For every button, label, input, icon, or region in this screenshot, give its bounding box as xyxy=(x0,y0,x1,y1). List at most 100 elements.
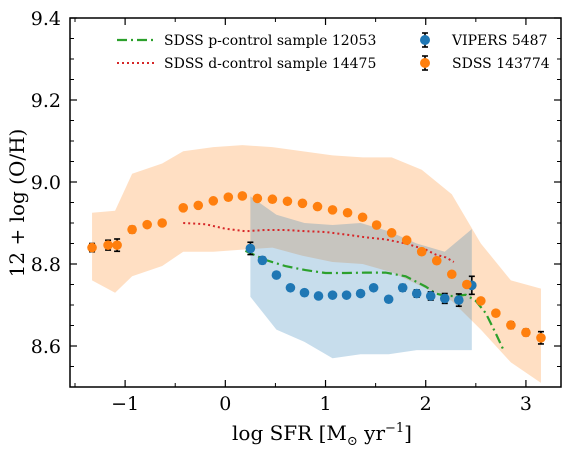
sdss-point xyxy=(491,308,501,319)
vipers-point xyxy=(257,255,268,266)
sdss-point xyxy=(157,218,167,228)
vipers-scatter-band xyxy=(250,196,472,359)
axis-ticks xyxy=(70,17,561,388)
sdss-point xyxy=(342,207,353,218)
sdss-scatter-band xyxy=(92,145,541,383)
marker xyxy=(357,212,368,223)
sdss-point xyxy=(327,205,338,215)
marker xyxy=(178,203,189,213)
marker xyxy=(267,194,278,205)
x-tick-label: −1 xyxy=(111,393,139,415)
sdss-point xyxy=(127,224,137,235)
legend: SDSS p-control sample 12053 SDSS d-contr… xyxy=(117,32,550,72)
marker xyxy=(341,290,352,300)
marker xyxy=(386,228,397,238)
vipers-point xyxy=(411,288,422,299)
marker xyxy=(223,192,234,202)
y-tick-label: 8.6 xyxy=(31,336,61,358)
sdss-point xyxy=(357,212,368,223)
marker xyxy=(342,207,353,218)
marker xyxy=(285,282,296,293)
sdss-point xyxy=(386,228,397,238)
sdss-point xyxy=(297,198,308,209)
y-tick-label: 9.0 xyxy=(31,172,61,194)
sdss-point xyxy=(521,327,531,338)
marker xyxy=(87,242,97,253)
vipers-point xyxy=(285,282,296,293)
marker xyxy=(401,235,412,246)
sdss-point xyxy=(208,196,219,206)
marker xyxy=(299,287,310,298)
y-tick-label: 8.8 xyxy=(31,254,61,276)
sdss-point xyxy=(267,194,278,205)
x-tick-label: 3 xyxy=(520,393,532,415)
confidence-bands xyxy=(92,145,541,383)
vipers-point xyxy=(425,291,436,301)
d-control-line xyxy=(183,222,455,263)
marker xyxy=(271,270,282,280)
marker xyxy=(327,290,338,300)
sdss-point xyxy=(112,238,122,253)
sdss-point xyxy=(312,201,323,212)
data-points xyxy=(87,191,546,345)
marker xyxy=(416,246,427,257)
marker xyxy=(431,255,442,266)
marker xyxy=(312,201,323,212)
marker xyxy=(257,255,268,266)
sdss-point xyxy=(252,193,263,204)
sdss-point xyxy=(476,296,486,306)
vipers-point xyxy=(383,294,394,305)
y-axis-label: 12 + log (O/H) xyxy=(5,129,29,278)
vipers-point xyxy=(453,293,464,308)
vipers-point xyxy=(245,241,256,256)
marker xyxy=(446,269,457,280)
marker xyxy=(462,279,472,290)
legend-sdss-marker xyxy=(420,55,430,71)
legend-p-control-label: SDSS p-control sample 12053 xyxy=(164,33,376,49)
sdss-point xyxy=(193,200,204,211)
marker xyxy=(112,240,122,250)
marker xyxy=(245,243,256,254)
sdss-point xyxy=(103,239,113,251)
marker xyxy=(142,219,152,230)
marker xyxy=(103,240,113,250)
x-tick-label: 0 xyxy=(219,393,231,415)
sdss-point xyxy=(282,196,293,207)
marker xyxy=(297,198,308,209)
marker xyxy=(397,282,408,293)
marker xyxy=(157,218,167,228)
vipers-point xyxy=(355,288,366,299)
sdss-point xyxy=(536,330,546,345)
sdss-point xyxy=(371,220,382,230)
sdss-point xyxy=(223,192,234,202)
legend-vipers-label: VIPERS 5487 xyxy=(451,33,548,49)
sdss-point xyxy=(87,242,97,253)
marker xyxy=(411,288,422,299)
sdss-point xyxy=(142,219,152,230)
vipers-point xyxy=(313,291,324,301)
marker xyxy=(536,333,546,343)
x-axis-label: log SFR [M⊙ yr−1] xyxy=(232,421,412,449)
marker xyxy=(127,224,137,235)
sdss-point xyxy=(237,191,248,201)
vipers-point xyxy=(397,282,408,293)
marker xyxy=(208,196,219,206)
vipers-point xyxy=(341,290,352,300)
marker xyxy=(313,291,324,301)
marker xyxy=(371,220,382,230)
marker xyxy=(355,288,366,299)
legend-sdss-label: SDSS 143774 xyxy=(452,56,550,72)
marker xyxy=(368,282,379,293)
x-tick-label: 1 xyxy=(319,393,331,415)
legend-d-control-label: SDSS d-control sample 14475 xyxy=(164,56,376,72)
vipers-point xyxy=(271,270,282,280)
marker xyxy=(282,196,293,207)
marker xyxy=(252,193,263,204)
y-tick-label: 9.4 xyxy=(31,8,61,30)
sdss-point xyxy=(431,255,442,266)
marker xyxy=(425,291,436,301)
marker xyxy=(491,308,501,319)
vipers-point xyxy=(368,282,379,293)
tick-labels: −1 0 1 2 3 8.6 8.8 9.0 9.2 9.4 xyxy=(31,8,532,415)
